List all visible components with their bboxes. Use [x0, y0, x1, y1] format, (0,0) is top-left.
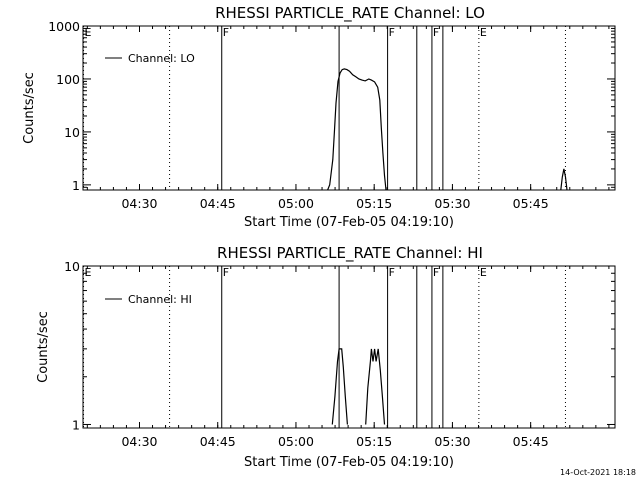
legend-label: Channel: LO: [128, 52, 195, 65]
x-tick-label-0: 04:30: [121, 434, 157, 449]
series-line-1: [365, 348, 386, 425]
x-tick-label-0: 04:30: [121, 196, 157, 211]
series-line-1: [560, 168, 568, 191]
marker-label-8: E: [480, 26, 487, 39]
plot-frame: [82, 25, 616, 191]
y-tick-label-1: 10: [64, 259, 80, 274]
chart-title: RHESSI PARTICLE_RATE Channel: HI: [217, 244, 483, 263]
x-ticks: 04:30 04:45 05:00 05:15 05:30 05:45: [86, 266, 610, 449]
x-tick-label-1: 04:45: [200, 196, 236, 211]
marker-label-6: F: [433, 26, 439, 39]
marker-label-2: F: [223, 26, 229, 39]
x-tick-label-2: 05:00: [278, 196, 314, 211]
legend: Channel: HI: [105, 293, 192, 306]
x-tick-label-5: 05:45: [513, 196, 549, 211]
legend: Channel: LO: [105, 52, 195, 65]
x-tick-label-4: 05:30: [434, 434, 470, 449]
y-axis-label: Counts/sec: [22, 72, 37, 144]
x-tick-label-5: 05:45: [513, 434, 549, 449]
y-ticks: 1 10 100 1000: [48, 19, 615, 193]
data-series: [327, 68, 568, 191]
y-axis-label: Counts/sec: [36, 311, 51, 383]
x-axis-label: Start Time (07-Feb-05 04:19:10): [244, 215, 454, 230]
y-ticks: 1 10: [64, 259, 615, 432]
y-tick-label-3: 1000: [48, 19, 80, 34]
data-series: [331, 348, 386, 425]
x-tick-label-1: 04:45: [200, 434, 236, 449]
x-ticks: 04:30 04:45 05:00 05:15 05:30 05:45: [86, 26, 610, 211]
plot-area: E F F F E 04:30 04:45 05:00 05:15 05:30 05:45 1 10…: [48, 19, 616, 211]
plot-frame: [82, 265, 616, 429]
x-axis-label: Start Time (07-Feb-05 04:19:10): [244, 455, 454, 470]
y-tick-label-2: 100: [56, 72, 80, 87]
plot-area: E F F F E 04:30 04:45 05:00 05:15 05:30 05:45 1 10: [64, 259, 616, 449]
chart-title: RHESSI PARTICLE_RATE Channel: LO: [215, 4, 485, 23]
x-tick-label-2: 05:00: [278, 434, 314, 449]
x-tick-label-4: 05:30: [434, 196, 470, 211]
series-line-0: [327, 68, 387, 191]
x-tick-label-3: 05:15: [356, 434, 392, 449]
y-tick-label-0: 1: [72, 178, 80, 193]
marker-label-2: F: [223, 266, 229, 279]
timestamp: 14-Oct-2021 18:18: [560, 468, 636, 477]
marker-label-4: F: [389, 266, 395, 279]
y-tick-label-0: 1: [72, 417, 80, 432]
marker-label-6: F: [433, 266, 439, 279]
marker-label-0: E: [85, 26, 92, 39]
marker-label-0: E: [85, 266, 92, 279]
y-tick-label-1: 10: [64, 125, 80, 140]
marker-label-4: F: [389, 26, 395, 39]
panel-lo: RHESSI PARTICLE_RATE Channel: LO E F F F E 0…: [22, 4, 616, 230]
panel-hi: RHESSI PARTICLE_RATE Channel: HI E F F F E 0…: [36, 244, 616, 470]
legend-label: Channel: HI: [128, 293, 192, 306]
x-tick-label-3: 05:15: [356, 196, 392, 211]
series-line-0: [331, 348, 348, 425]
marker-label-8: E: [480, 266, 487, 279]
